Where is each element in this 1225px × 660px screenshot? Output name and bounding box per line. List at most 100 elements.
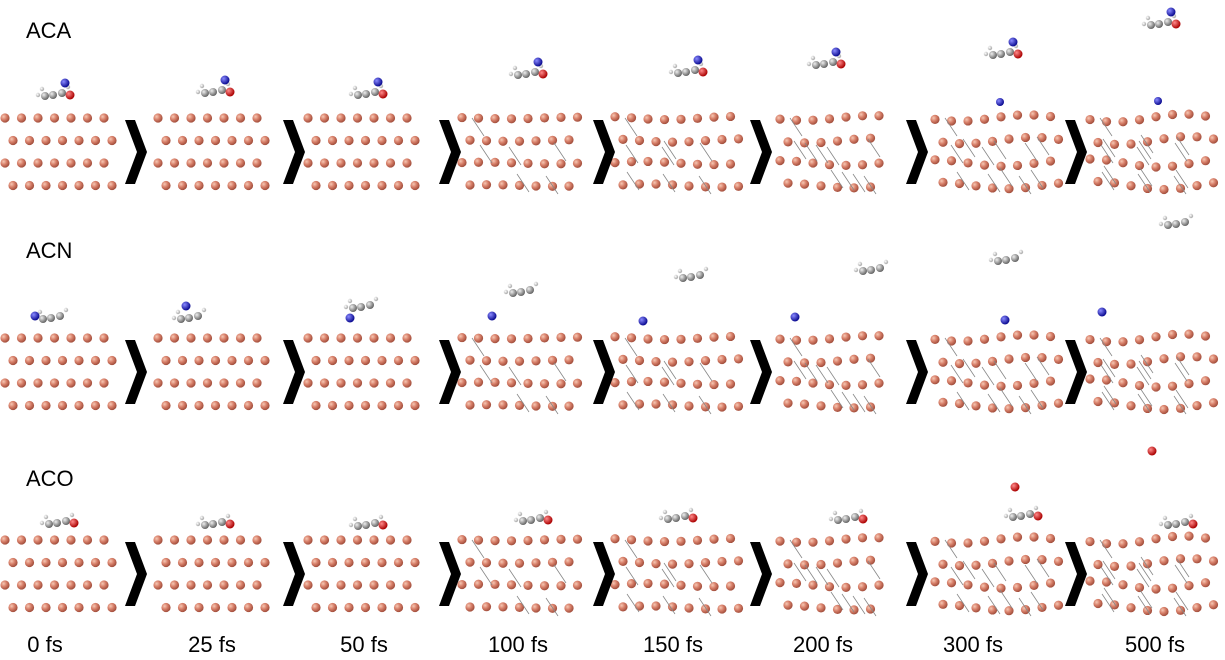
- copper-atom: [1085, 537, 1094, 546]
- copper-atom: [963, 116, 972, 125]
- time-label: 100 fs: [488, 632, 548, 657]
- copper-atom: [1126, 561, 1135, 570]
- carbon-atom: [62, 517, 70, 525]
- oxygen-atom: [1011, 483, 1020, 492]
- copper-atom: [83, 333, 92, 342]
- hetero-atom: [374, 78, 383, 87]
- copper-atom: [947, 336, 956, 345]
- bond: [1104, 588, 1116, 606]
- hydrogen-atom: [984, 52, 988, 56]
- copper-atom: [99, 535, 108, 544]
- copper-atom: [938, 178, 947, 187]
- copper-atom: [717, 557, 726, 566]
- copper-atom: [170, 378, 179, 387]
- copper-atom: [1184, 110, 1193, 119]
- bond: [554, 565, 566, 583]
- copper-atom: [369, 378, 378, 387]
- hydrogen-atom: [374, 297, 378, 301]
- copper-atom: [800, 602, 809, 611]
- copper-atom: [1168, 162, 1177, 171]
- copper-atom: [531, 603, 540, 612]
- copper-atom: [825, 380, 834, 389]
- copper-atom: [1110, 562, 1119, 571]
- copper-atom: [203, 580, 212, 589]
- carbon-atom: [1009, 513, 1017, 521]
- copper-atom: [474, 536, 483, 545]
- copper-atom: [709, 113, 718, 122]
- hetero-atom: [1014, 50, 1023, 59]
- copper-atom: [260, 356, 269, 365]
- copper-atom: [328, 603, 337, 612]
- copper-atom: [227, 181, 236, 190]
- copper-atom: [1093, 177, 1102, 186]
- arrow: [283, 340, 305, 404]
- carbon-atom: [997, 50, 1005, 58]
- arrow: [906, 542, 928, 606]
- copper-atom: [178, 356, 187, 365]
- copper-atom: [203, 535, 212, 544]
- figure: ACA ACN ACO 0 fs25 fs50 fs100 fs150 fs20…: [0, 0, 1225, 660]
- copper-atom: [153, 113, 162, 122]
- copper-atom: [153, 158, 162, 167]
- copper-atom: [161, 181, 170, 190]
- hydrogen-atom: [36, 93, 40, 97]
- copper-atom: [211, 558, 220, 567]
- copper-atom: [33, 535, 42, 544]
- hydrogen-atom: [44, 515, 48, 519]
- copper-atom: [971, 139, 980, 148]
- copper-atom: [377, 401, 386, 410]
- hydrogen-atom: [349, 523, 353, 527]
- bond: [1000, 388, 1012, 406]
- carbon-atom: [177, 315, 185, 323]
- copper-atom: [498, 137, 507, 146]
- hetero-atom: [226, 520, 235, 529]
- copper-atom: [556, 379, 565, 388]
- copper-atom: [627, 333, 636, 342]
- copper-atom: [564, 604, 573, 613]
- carbon-atom: [536, 514, 544, 522]
- copper-atom: [676, 379, 685, 388]
- hetero-atom: [996, 98, 1004, 106]
- bond: [1031, 170, 1043, 188]
- copper-atom: [402, 535, 411, 544]
- hydrogen-atom: [176, 310, 180, 314]
- copper-atom: [99, 378, 108, 387]
- carbon-atom: [1006, 48, 1014, 56]
- carbon-atom: [526, 286, 534, 294]
- hydrogen-atom: [884, 260, 888, 264]
- copper-atom: [947, 156, 956, 165]
- copper-atom: [709, 582, 718, 591]
- hydrogen-atom: [669, 70, 673, 74]
- copper-atom: [1110, 140, 1119, 149]
- copper-atom: [153, 580, 162, 589]
- copper-atom: [709, 535, 718, 544]
- copper-atom: [1118, 580, 1127, 589]
- hydrogen-atom: [202, 308, 206, 312]
- copper-atom: [353, 580, 362, 589]
- copper-atom: [153, 535, 162, 544]
- copper-atom: [1085, 576, 1094, 585]
- carbon-atom: [58, 89, 66, 97]
- copper-atom: [66, 580, 75, 589]
- copper-atom: [651, 399, 660, 408]
- copper-atom: [482, 400, 491, 409]
- copper-atom: [66, 535, 75, 544]
- copper-atom: [17, 580, 26, 589]
- copper-atom: [531, 181, 540, 190]
- copper-atom: [980, 381, 989, 390]
- copper-atom: [1029, 532, 1038, 541]
- row-label: ACO: [26, 466, 74, 491]
- copper-atom: [25, 401, 34, 410]
- copper-atom: [369, 113, 378, 122]
- copper-atom: [531, 136, 540, 145]
- time-label: 200 fs: [793, 632, 853, 657]
- copper-atom: [717, 135, 726, 144]
- copper-atom: [320, 535, 329, 544]
- copper-atom: [153, 378, 162, 387]
- carbon-atom: [218, 518, 226, 526]
- copper-atom: [482, 558, 491, 567]
- copper-atom: [930, 115, 939, 124]
- copper-atom: [303, 158, 312, 167]
- copper-atom: [660, 378, 669, 387]
- bond: [805, 565, 817, 583]
